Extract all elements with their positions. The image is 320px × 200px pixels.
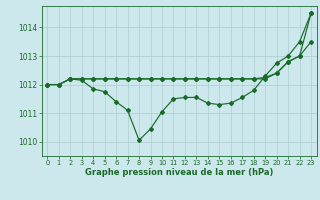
X-axis label: Graphe pression niveau de la mer (hPa): Graphe pression niveau de la mer (hPa) xyxy=(85,168,273,177)
